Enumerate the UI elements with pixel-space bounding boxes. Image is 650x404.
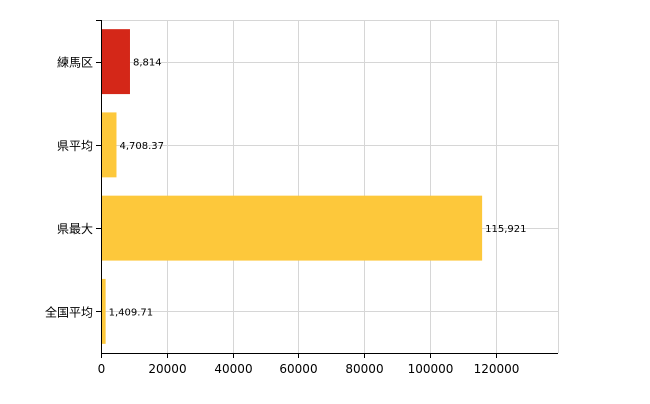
data-label-2: 115,921 [485, 224, 526, 235]
category-label-1: 県平均 [57, 139, 93, 153]
bar-3 [102, 278, 106, 344]
bar-0 [102, 29, 130, 95]
data-label-1: 4,708.37 [119, 141, 164, 152]
bar-layer [102, 29, 483, 344]
category-label-3: 全国平均 [45, 304, 93, 319]
data-label-0: 8,814 [133, 58, 162, 69]
category-label-0: 練馬区 [57, 56, 93, 70]
x-tick-label-2: 40000 [214, 362, 252, 376]
axis-layer [96, 20, 558, 358]
bar-2 [102, 195, 483, 261]
x-tick-label-6: 120000 [474, 362, 520, 376]
x-tick-label-0: 0 [98, 362, 106, 376]
x-tick-label-1: 20000 [148, 362, 186, 376]
category-label-2: 県最大 [57, 222, 93, 236]
x-tick-label-3: 60000 [279, 362, 317, 376]
label-layer: 8,814 練馬区 4,708.37 県平均 115,921 県最大 1,409.71 全国平… [45, 56, 526, 376]
data-label-3: 1,409.71 [109, 307, 154, 318]
bar-1 [102, 112, 117, 178]
grid-layer [101, 20, 559, 353]
x-tick-label-5: 100000 [408, 362, 454, 376]
x-tick-label-4: 80000 [345, 362, 383, 376]
